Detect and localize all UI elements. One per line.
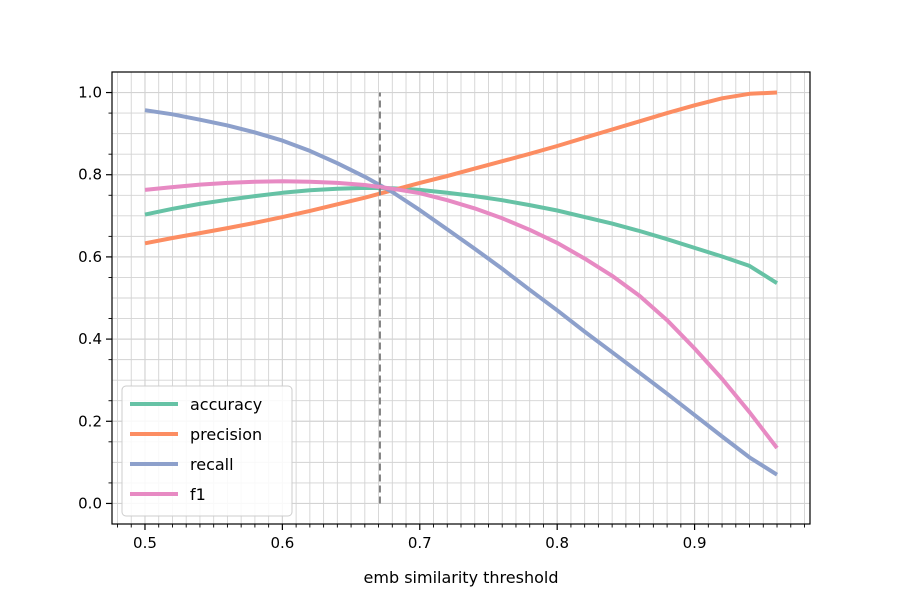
x-tick-label: 0.7: [408, 534, 432, 552]
legend-box: [121, 385, 293, 517]
series-line-f1: [144, 179, 779, 450]
y-tick-label: 0.4: [78, 330, 102, 348]
legend-label-f1: f1: [190, 485, 206, 504]
series-line-accuracy: [144, 185, 779, 285]
series-lines: [144, 90, 779, 477]
legend-label-recall: recall: [190, 455, 234, 474]
x-tick-label: 0.6: [270, 534, 294, 552]
x-tick-label: 0.5: [133, 534, 157, 552]
legend: accuracy precision recall f1: [121, 385, 293, 517]
x-tick-label: 0.9: [683, 534, 707, 552]
legend-label-accuracy: accuracy: [190, 395, 262, 414]
y-tick-label: 0.6: [78, 248, 102, 266]
x-axis-label: emb similarity threshold: [364, 568, 559, 587]
y-tick-label: 0.8: [78, 166, 102, 184]
series-line-precision: [144, 90, 778, 246]
legend-label-precision: precision: [190, 425, 262, 444]
y-tick-label: 1.0: [78, 84, 102, 102]
series-line-recall: [144, 108, 779, 477]
x-tick-label: 0.8: [545, 534, 569, 552]
axis-ticks: 0.5 0.6 0.7 0.8 0.9 0.0 0.2 0.4 0.6 0.8 1.0: [78, 84, 805, 552]
y-tick-label: 0.2: [78, 412, 102, 430]
y-tick-label: 0.0: [78, 494, 102, 512]
